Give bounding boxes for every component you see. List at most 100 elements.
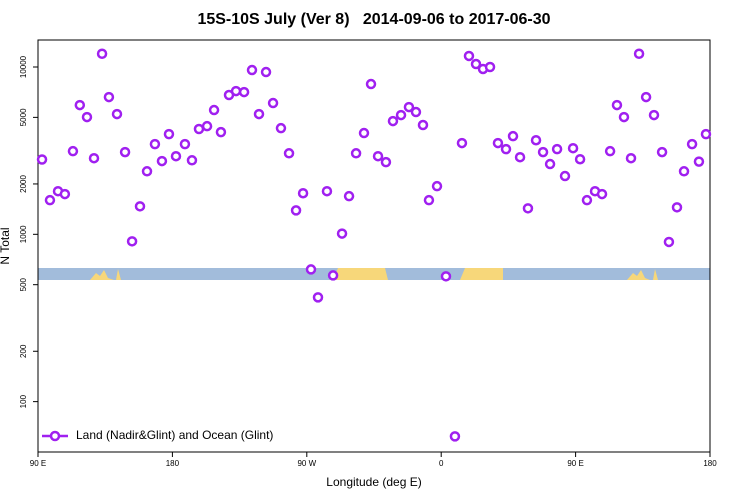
data-point xyxy=(327,270,339,281)
data-point xyxy=(640,91,652,103)
data-point xyxy=(604,145,616,157)
data-point xyxy=(492,137,504,149)
data-point xyxy=(380,156,392,168)
data-point xyxy=(305,264,317,275)
data-point xyxy=(208,104,220,116)
x-tick-label: 180 xyxy=(703,459,717,468)
data-point xyxy=(633,48,645,60)
data-point xyxy=(537,146,549,158)
data-point xyxy=(574,153,586,165)
data-point xyxy=(507,130,519,142)
data-point xyxy=(663,236,675,248)
x-tick-label: 90 E xyxy=(567,459,583,468)
data-point xyxy=(618,111,630,123)
data-point xyxy=(163,128,175,140)
data-point xyxy=(440,271,452,282)
data-point xyxy=(88,152,100,164)
data-point xyxy=(283,148,295,159)
x-axis-label: Longitude (deg E) xyxy=(326,475,421,489)
data-point xyxy=(103,91,115,103)
y-tick-label: 100 xyxy=(19,394,28,408)
data-point xyxy=(403,101,415,113)
data-point xyxy=(372,150,384,162)
data-point xyxy=(297,187,309,199)
data-point xyxy=(267,97,279,109)
data-point xyxy=(611,99,623,111)
data-point xyxy=(111,108,123,120)
data-point xyxy=(410,106,422,118)
data-point xyxy=(456,137,468,149)
data-point xyxy=(530,134,542,146)
data-point xyxy=(321,185,333,197)
data-point xyxy=(596,188,608,200)
data-point xyxy=(253,108,265,120)
data-point xyxy=(336,228,348,239)
data-point xyxy=(179,138,191,150)
data-point xyxy=(119,146,131,158)
data-point xyxy=(700,128,712,140)
data-point xyxy=(500,143,512,155)
data-point xyxy=(59,188,71,200)
data-point xyxy=(423,194,435,206)
data-point xyxy=(170,150,182,162)
data-point xyxy=(625,152,637,164)
y-tick-label: 1000 xyxy=(19,225,28,243)
data-point xyxy=(350,148,362,159)
data-point xyxy=(544,158,556,170)
x-tick-label: 0 xyxy=(439,459,444,468)
legend-marker xyxy=(49,430,61,442)
data-point xyxy=(193,123,205,135)
data-point xyxy=(463,50,475,62)
data-point xyxy=(74,99,86,111)
x-tick-label: 90 E xyxy=(30,459,46,468)
data-point xyxy=(581,194,593,206)
data-point xyxy=(36,154,48,165)
data-point xyxy=(693,156,705,167)
data-point xyxy=(656,146,668,158)
data-point xyxy=(395,109,407,121)
data-point xyxy=(449,431,461,442)
data-point xyxy=(275,122,287,134)
data-point xyxy=(67,145,79,157)
data-point xyxy=(365,78,377,90)
data-point xyxy=(201,120,213,132)
data-point xyxy=(470,58,482,70)
x-tick-label: 90 W xyxy=(297,459,316,468)
data-point xyxy=(312,292,324,303)
data-point xyxy=(648,109,660,121)
y-axis-label: N Total xyxy=(0,227,12,264)
data-point xyxy=(567,142,579,154)
data-point xyxy=(290,205,302,216)
data-point xyxy=(134,201,146,212)
y-tick-label: 5000 xyxy=(19,108,28,126)
data-point xyxy=(686,138,698,150)
y-tick-label: 2000 xyxy=(19,174,28,192)
data-point xyxy=(417,119,429,131)
chart-title: 15S-10S July (Ver 8) 2014-09-06 to 2017-… xyxy=(197,11,550,28)
y-tick-label: 10000 xyxy=(19,55,28,78)
data-point xyxy=(671,202,683,213)
data-point xyxy=(484,61,496,73)
data-point xyxy=(156,155,168,167)
data-point xyxy=(678,166,690,177)
plot-frame xyxy=(37,39,711,453)
data-point xyxy=(551,143,563,155)
data-point xyxy=(238,86,250,98)
data-point xyxy=(230,85,242,97)
data-point xyxy=(522,203,534,214)
data-point xyxy=(186,155,198,166)
legend-label: Land (Nadir&Glint) and Ocean (Glint) xyxy=(76,428,273,442)
data-point xyxy=(559,170,571,182)
data-point xyxy=(246,64,258,76)
data-point xyxy=(514,151,526,163)
data-point xyxy=(431,180,443,192)
data-point xyxy=(260,66,272,78)
data-point xyxy=(44,194,56,206)
data-point xyxy=(215,126,227,138)
data-point xyxy=(141,166,153,177)
data-point xyxy=(96,48,108,60)
data-point xyxy=(358,127,370,139)
data-point xyxy=(343,190,355,202)
data-point xyxy=(126,236,138,247)
